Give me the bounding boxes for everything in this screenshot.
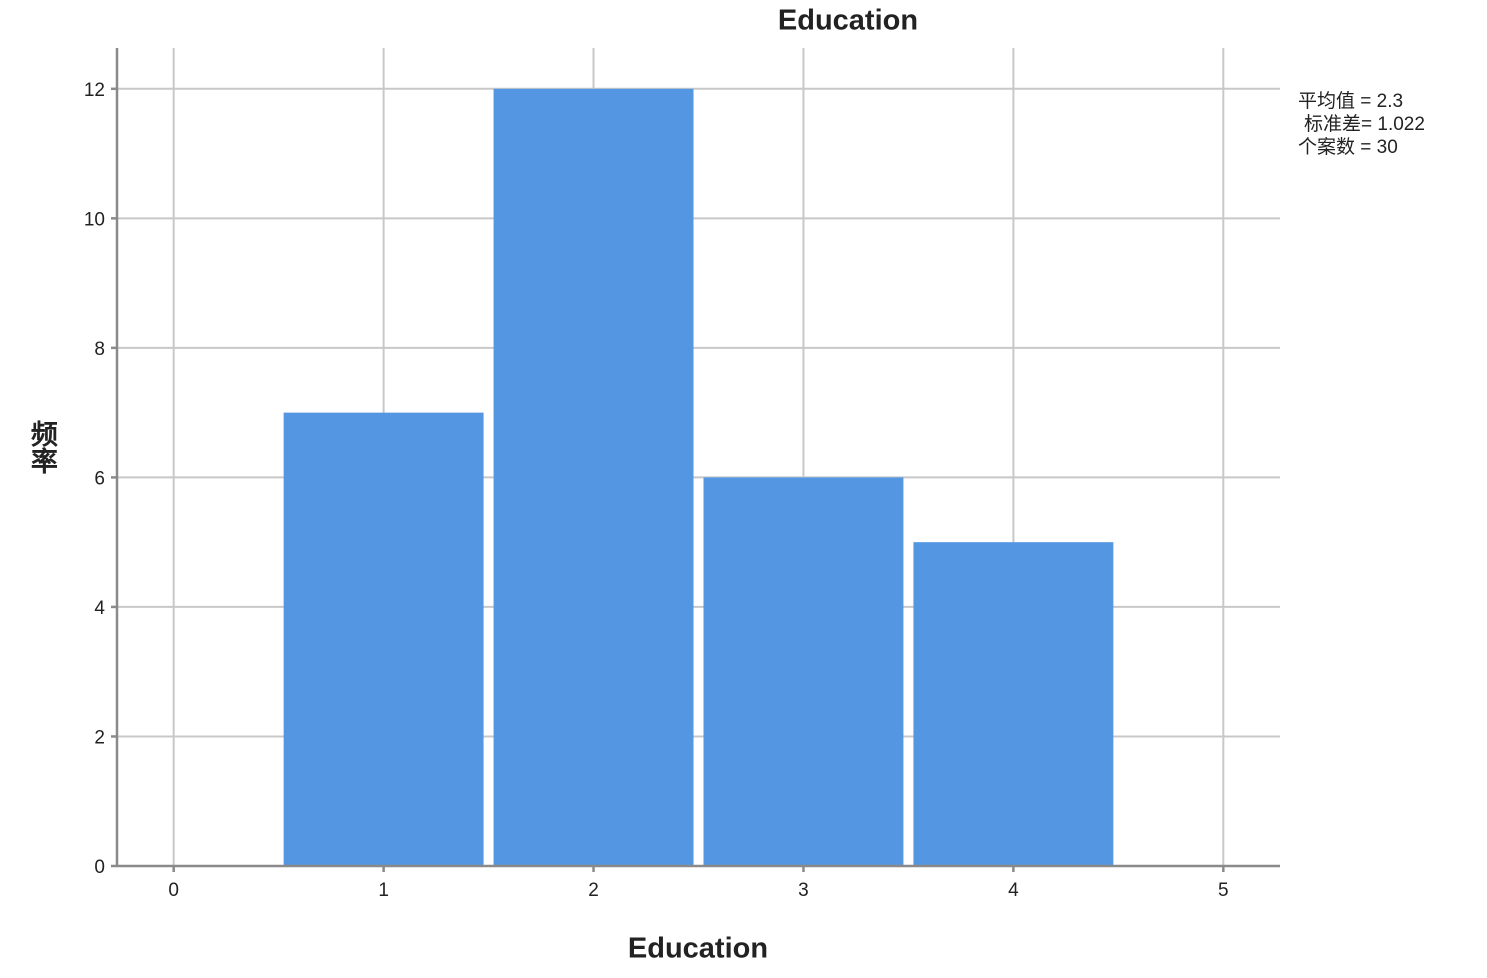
stats-annotation: 平均值 = 2.3 <box>1298 90 1403 112</box>
bar <box>493 88 694 866</box>
x-tick-label: 2 <box>588 880 599 901</box>
x-tick-label: 1 <box>378 880 389 901</box>
x-tick-label: 5 <box>1218 880 1229 901</box>
x-tick-label: 3 <box>798 880 809 901</box>
y-tick-label: 6 <box>94 468 105 489</box>
stats-annotation: 个案数 = 30 <box>1298 136 1398 158</box>
stats-annotation: 标准差= 1.022 <box>1304 113 1425 135</box>
bar <box>283 412 484 866</box>
y-tick-label: 4 <box>94 598 105 619</box>
y-tick-label: 0 <box>94 857 105 878</box>
x-tick-label: 0 <box>168 880 179 901</box>
chart-title: Education <box>778 5 918 37</box>
x-axis-label: Education <box>628 933 768 965</box>
y-tick-label: 8 <box>94 339 105 360</box>
y-tick-label: 10 <box>84 209 105 230</box>
x-tick-label: 4 <box>1008 880 1019 901</box>
bar <box>913 542 1114 866</box>
y-tick-label: 2 <box>94 727 105 748</box>
bar <box>703 477 904 866</box>
y-tick-label: 12 <box>84 80 105 101</box>
y-axis-label: 频率 <box>27 420 58 474</box>
